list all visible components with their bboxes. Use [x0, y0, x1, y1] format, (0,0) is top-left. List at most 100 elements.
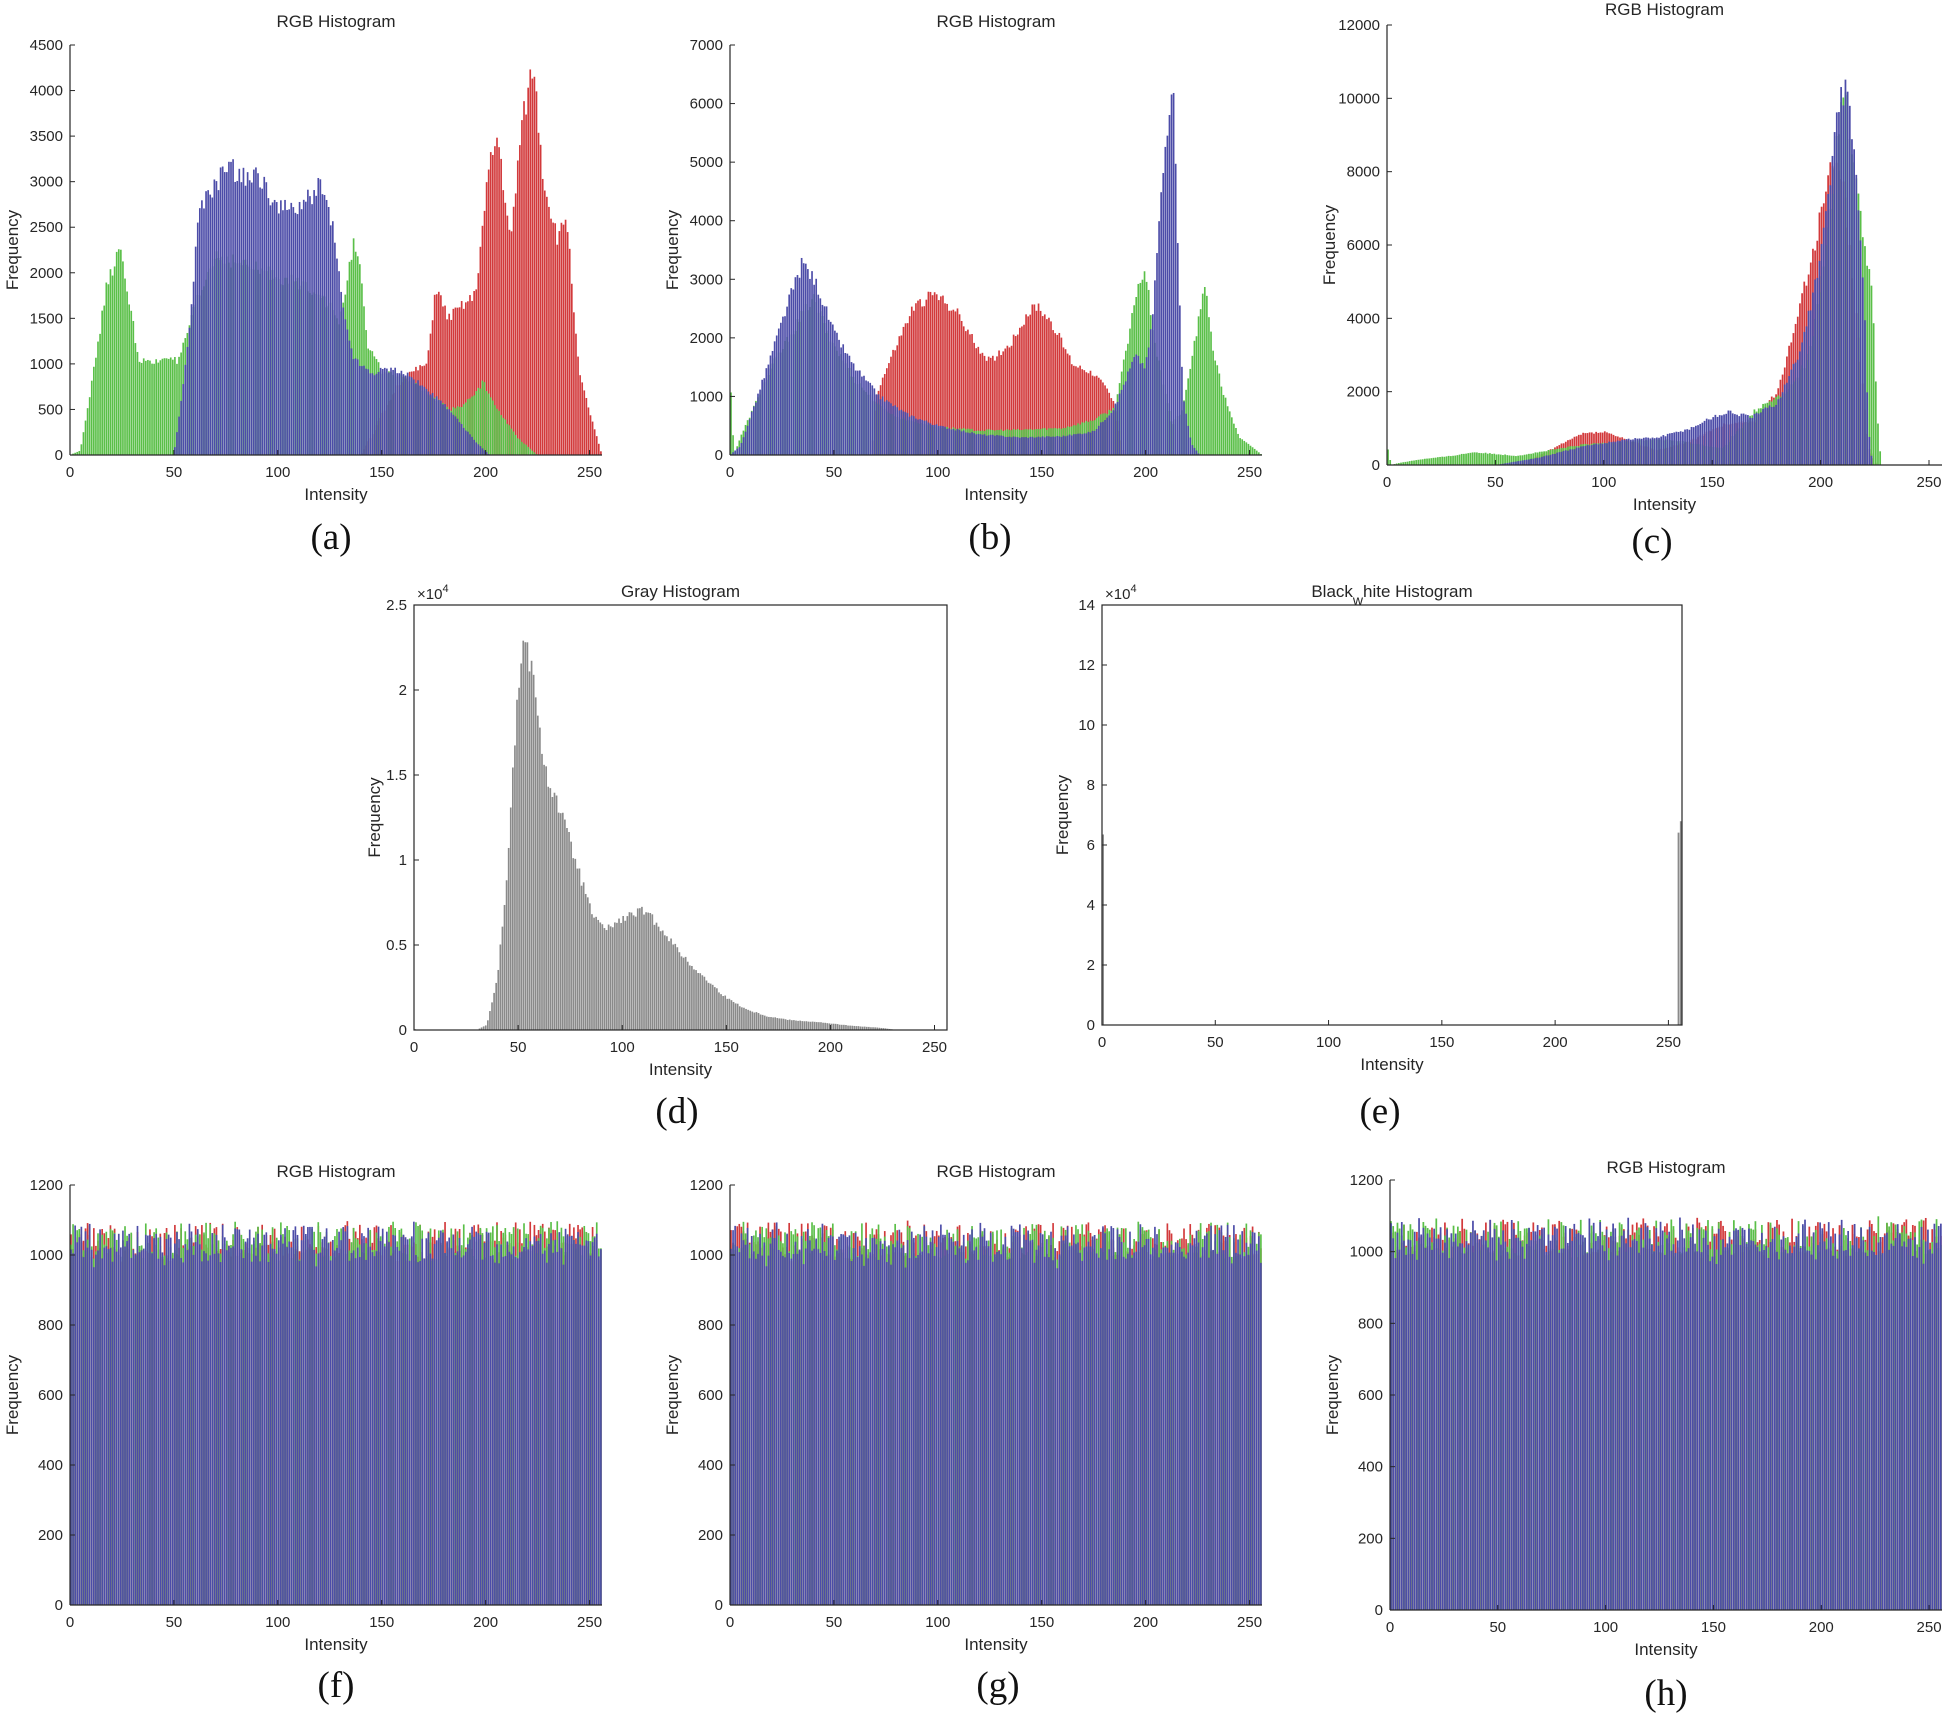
bar — [900, 409, 903, 455]
bar — [894, 1247, 896, 1605]
bar — [1825, 1249, 1828, 1610]
bar — [304, 201, 307, 455]
bar — [1450, 456, 1452, 465]
bar — [444, 1252, 446, 1605]
bar — [1836, 1258, 1839, 1610]
bar — [76, 451, 79, 455]
bar — [1253, 1232, 1256, 1605]
bar — [1551, 1235, 1554, 1610]
bar — [906, 413, 909, 455]
bar — [1195, 450, 1198, 455]
bar — [734, 1225, 736, 1605]
bar — [861, 1026, 864, 1030]
bar — [1206, 295, 1208, 455]
bar — [423, 1258, 426, 1605]
bar — [1245, 442, 1248, 455]
bar — [802, 263, 805, 455]
bar — [481, 448, 484, 455]
bar — [813, 284, 815, 455]
bar — [188, 327, 191, 455]
bar — [1230, 1263, 1233, 1605]
x-tick-label: 200 — [1133, 464, 1158, 481]
bar — [117, 1233, 120, 1605]
bar — [753, 406, 755, 455]
y-tick-label: 0 — [715, 1597, 723, 1614]
bar — [1029, 314, 1032, 455]
bar — [1775, 404, 1777, 465]
bar — [985, 435, 988, 455]
bar — [1517, 455, 1519, 465]
y-tick-label: 600 — [698, 1387, 723, 1404]
bar — [478, 1028, 481, 1030]
bar — [1089, 370, 1092, 455]
bar — [831, 324, 834, 455]
bar — [771, 1229, 774, 1605]
bar — [1679, 1217, 1681, 1610]
bar — [1031, 436, 1034, 455]
bar — [1685, 1251, 1688, 1610]
bar — [1091, 430, 1094, 455]
bar — [1079, 365, 1081, 455]
bar — [271, 1248, 274, 1605]
axes-a — [69, 45, 602, 456]
bar — [1586, 445, 1589, 465]
bar — [575, 1243, 577, 1605]
bar — [1519, 460, 1522, 465]
bar — [790, 1258, 793, 1605]
bar — [421, 1238, 424, 1605]
bar — [88, 397, 91, 455]
bar — [1465, 1241, 1468, 1610]
bar — [921, 1251, 923, 1605]
bar — [1752, 1241, 1755, 1610]
bar — [1551, 453, 1554, 465]
bar — [527, 87, 529, 455]
bar — [1851, 1245, 1854, 1610]
bar — [1645, 437, 1647, 465]
bar — [1888, 1249, 1890, 1610]
bar — [361, 1233, 363, 1605]
bar — [1508, 1258, 1511, 1610]
bar — [1396, 1232, 1399, 1610]
chart-panel-e: 0 50 100 150 200 250 0 2 4 6 8 10 12 14 ×104 Blackwhite… — [1040, 570, 1683, 1140]
caption-g: (g) — [976, 1665, 1020, 1706]
bar — [876, 1027, 879, 1030]
bar — [820, 1022, 822, 1030]
bar — [356, 359, 359, 455]
y-tick-label: 0 — [1087, 1017, 1095, 1034]
bar — [962, 430, 965, 455]
bar — [340, 291, 342, 455]
bar — [88, 1223, 91, 1605]
bar — [1929, 1249, 1931, 1610]
bar — [1864, 1252, 1867, 1610]
bar — [1840, 1219, 1843, 1610]
bar — [1397, 463, 1400, 465]
bar — [1467, 1244, 1470, 1610]
bar — [464, 302, 467, 455]
bar — [1228, 411, 1231, 455]
bar — [90, 380, 93, 455]
bar — [738, 1252, 741, 1605]
bar — [481, 380, 484, 455]
bar — [904, 323, 907, 455]
bar — [1152, 1247, 1154, 1605]
bar — [363, 365, 365, 455]
bar — [1786, 1253, 1789, 1610]
bar — [1747, 415, 1749, 465]
bar — [113, 266, 116, 455]
bars-a — [70, 69, 602, 456]
bar — [850, 362, 853, 455]
bar — [975, 348, 978, 455]
bar — [1749, 417, 1751, 465]
y-tick-label: 1.5 — [386, 767, 407, 784]
bar — [1033, 1262, 1036, 1605]
bar — [1019, 1224, 1021, 1605]
bar — [1497, 454, 1500, 465]
bar — [1404, 461, 1407, 465]
bar — [1709, 1261, 1711, 1610]
bar — [954, 430, 957, 455]
bar — [267, 198, 270, 455]
bar — [494, 405, 496, 455]
bar — [1081, 434, 1084, 455]
bar — [1241, 1231, 1244, 1605]
bar — [840, 1234, 842, 1605]
